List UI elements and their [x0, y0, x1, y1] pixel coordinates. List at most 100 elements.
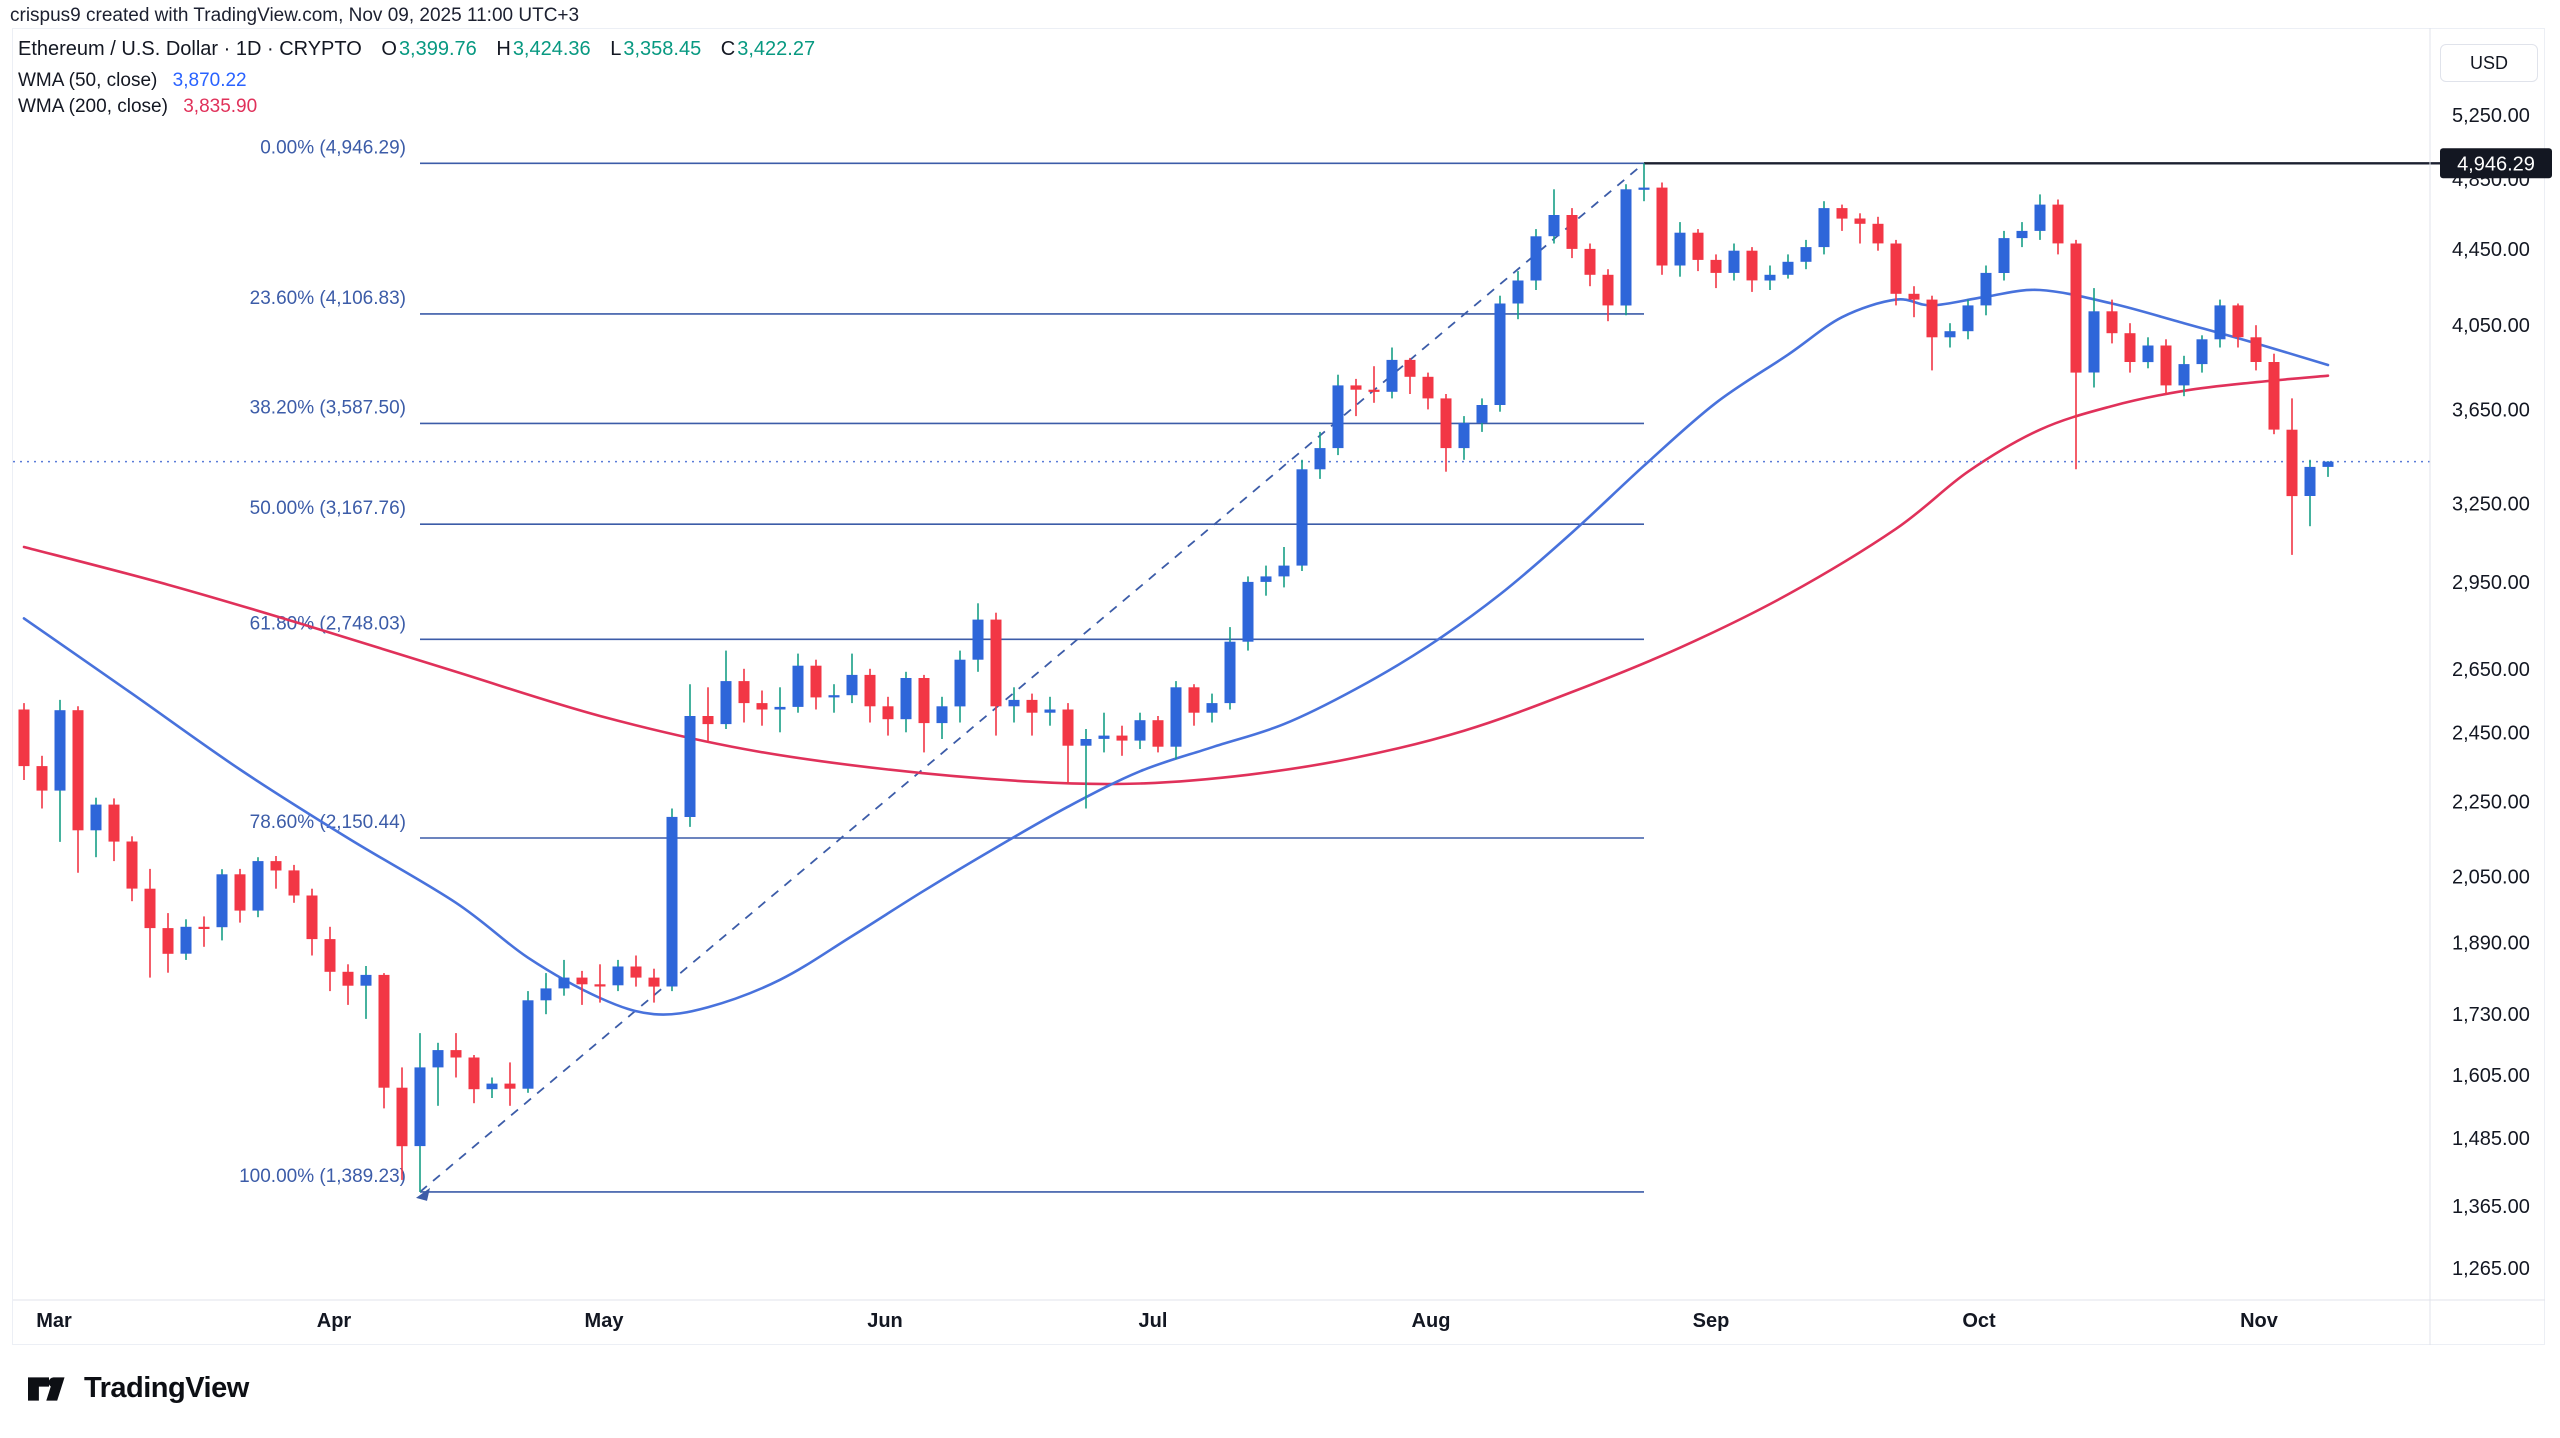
candle-body — [144, 888, 156, 929]
candle-body — [1962, 305, 1974, 332]
tradingview-attribution[interactable]: TradingView — [28, 1372, 249, 1405]
candle-body — [1458, 422, 1470, 449]
candle-body — [468, 1057, 480, 1090]
candle-body — [126, 841, 138, 889]
candle-body — [90, 804, 102, 831]
wma200-label: WMA (200, close) — [18, 96, 168, 117]
candle-body — [288, 870, 300, 896]
month-label: Aug — [1412, 1310, 1451, 1332]
candle-body — [1314, 448, 1326, 470]
candle-body — [2070, 243, 2082, 373]
candle-body — [1332, 385, 1344, 449]
candle-body — [1152, 720, 1164, 747]
price-tick-label: 1,890.00 — [2452, 933, 2530, 955]
candle-body — [2142, 345, 2154, 363]
candle-body — [360, 974, 372, 986]
candle-body — [1188, 687, 1200, 713]
candle-body — [936, 706, 948, 724]
month-label: Apr — [317, 1310, 352, 1332]
candle-body — [756, 703, 768, 710]
ohlc-low-key: L — [610, 38, 622, 60]
fib-level-label: 38.20% (3,587.50) — [250, 397, 406, 418]
candle-body — [558, 977, 570, 989]
candle-body — [1998, 238, 2010, 273]
candle-body — [180, 926, 192, 954]
candle-body — [1944, 331, 1956, 338]
wma200-row[interactable]: WMA (200, close) 3,835.90 — [18, 94, 815, 120]
candle-body — [72, 710, 84, 831]
wma200-line — [22, 374, 2330, 786]
month-label: Oct — [1962, 1310, 1996, 1332]
candle-body — [2196, 339, 2208, 365]
price-axis-labels[interactable]: 5,250.004,850.004,450.004,050.003,650.00… — [2452, 105, 2530, 1280]
candle-body — [342, 971, 354, 986]
candle-body — [1674, 232, 1686, 266]
candle-body — [1386, 359, 1398, 392]
candle-body — [486, 1083, 498, 1090]
time-axis-labels[interactable]: Mar Apr May Jun Jul Aug Sep Oct Nov — [36, 1310, 2279, 1332]
candle-body — [1692, 232, 1704, 260]
candle-body — [630, 966, 642, 978]
candle-body — [54, 710, 66, 791]
candle-body — [1170, 687, 1182, 747]
candle-body — [2322, 461, 2334, 467]
candle-body — [1980, 272, 1992, 306]
candle-body — [1494, 303, 1506, 405]
fib-level-label: 0.00% (4,946.29) — [260, 137, 406, 158]
candle-body — [1098, 735, 1110, 739]
candle-body — [990, 619, 1002, 707]
candle-body — [2106, 311, 2118, 334]
candle-body — [1872, 223, 1884, 244]
candle-body — [2250, 337, 2262, 362]
fib-level-label: 100.00% (1,389.23) — [239, 1166, 406, 1187]
trendline-arrow-icon — [416, 1187, 430, 1201]
symbol-row[interactable]: Ethereum / U.S. Dollar · 1D · CRYPTO O 3,… — [18, 36, 815, 62]
candle-body — [684, 716, 696, 817]
candle-body — [2304, 466, 2316, 496]
candle-body — [1638, 187, 1650, 190]
candle-body — [612, 966, 624, 986]
candle-body — [1368, 389, 1380, 392]
candle-body — [540, 988, 552, 1001]
candle-body — [2124, 333, 2136, 362]
candle-body — [504, 1083, 516, 1089]
candle-body — [882, 706, 894, 720]
candle-body — [1062, 709, 1074, 746]
candle-body — [432, 1050, 444, 1068]
price-tick-label: 2,650.00 — [2452, 659, 2530, 681]
candle-body — [2088, 311, 2100, 373]
wma50-row[interactable]: WMA (50, close) 3,870.22 — [18, 68, 815, 94]
candle-body — [1818, 208, 1830, 248]
ohlc-open-value: 3,399.76 — [398, 38, 477, 60]
candle-body — [1620, 189, 1632, 306]
tradingview-logo-text: TradingView — [84, 1372, 249, 1404]
price-tick-label: 3,650.00 — [2452, 399, 2530, 421]
ohlc-high-value: 3,424.36 — [512, 38, 591, 60]
candle-body — [1422, 376, 1434, 399]
candle-body — [1440, 398, 1452, 449]
candle-body — [1026, 699, 1038, 713]
candle-body — [234, 874, 246, 911]
price-tick-label: 1,265.00 — [2452, 1258, 2530, 1280]
candle-body — [396, 1087, 408, 1147]
currency-toggle-button[interactable]: USD — [2440, 44, 2538, 82]
price-tick-label: 2,050.00 — [2452, 867, 2530, 889]
ohlc-close-value: 3,422.27 — [737, 38, 816, 60]
last-price-badge-value: 4,946.29 — [2457, 153, 2535, 175]
candle-body — [1548, 215, 1560, 237]
price-tick-label: 1,365.00 — [2452, 1196, 2530, 1218]
candle-body — [774, 706, 786, 710]
last-price-badge: 4,946.29 — [2440, 148, 2552, 179]
axis-separators — [13, 28, 2545, 1345]
candle-body — [720, 681, 732, 725]
price-tick-label: 4,050.00 — [2452, 315, 2530, 337]
candle-body — [1134, 720, 1146, 741]
candle-body — [270, 861, 282, 871]
chart-card — [12, 28, 2545, 1345]
candle-body — [18, 709, 30, 767]
candle-body — [1044, 709, 1056, 713]
candle-body — [1116, 735, 1128, 741]
candle-body — [198, 926, 210, 929]
candle-body — [1764, 274, 1776, 281]
